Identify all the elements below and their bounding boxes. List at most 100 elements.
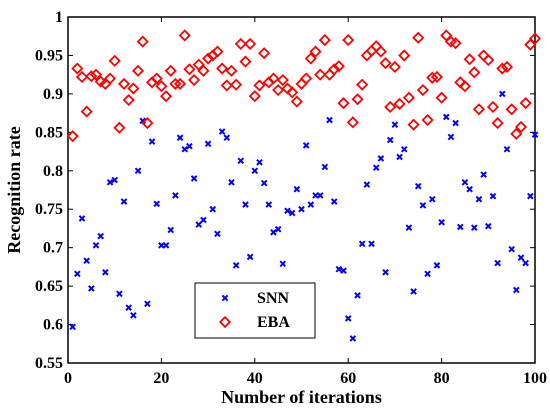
snn-mark-stroke bbox=[391, 121, 399, 128]
eba-point bbox=[71, 62, 84, 75]
series-snn bbox=[69, 90, 539, 342]
eba-point bbox=[421, 113, 434, 127]
data-marks bbox=[66, 29, 542, 342]
snn-point bbox=[204, 140, 212, 148]
eba-point bbox=[468, 66, 481, 79]
snn-mark-stroke bbox=[466, 185, 473, 193]
legend-box bbox=[194, 282, 316, 339]
snn-point bbox=[466, 185, 473, 193]
eba-point bbox=[80, 105, 93, 118]
snn-mark-stroke bbox=[106, 179, 114, 186]
snn-point bbox=[246, 253, 254, 261]
snn-point bbox=[260, 179, 268, 187]
y-tick-label: 0.7 bbox=[43, 240, 63, 257]
snn-mark-stroke bbox=[335, 265, 343, 273]
eba-point bbox=[108, 54, 121, 67]
eba-point bbox=[510, 127, 523, 140]
eba-point bbox=[416, 83, 429, 97]
snn-point bbox=[284, 207, 291, 215]
snn-mark-stroke bbox=[111, 176, 119, 184]
snn-point bbox=[522, 259, 529, 267]
eba-point bbox=[379, 57, 392, 70]
snn-point bbox=[83, 257, 90, 265]
snn-mark-stroke bbox=[195, 221, 203, 228]
x-tick-label: 0 bbox=[64, 370, 72, 387]
eba-point bbox=[272, 83, 285, 97]
snn-point bbox=[396, 153, 403, 161]
snn-point bbox=[363, 181, 371, 188]
snn-mark-stroke bbox=[302, 142, 310, 149]
eba-point bbox=[216, 62, 229, 75]
eba-point bbox=[85, 70, 98, 83]
snn-point bbox=[489, 192, 497, 200]
snn-point bbox=[265, 201, 273, 208]
snn-mark-stroke bbox=[83, 257, 90, 265]
eba-point bbox=[374, 45, 387, 58]
snn-point bbox=[442, 113, 450, 121]
snn-point bbox=[480, 171, 487, 178]
eba-point bbox=[66, 130, 79, 143]
snn-point bbox=[461, 179, 469, 186]
snn-mark-stroke bbox=[461, 179, 469, 186]
snn-point bbox=[232, 262, 240, 269]
snn-mark-stroke bbox=[221, 294, 229, 302]
eba-point bbox=[398, 49, 411, 62]
snn-point bbox=[414, 182, 422, 190]
snn-mark-stroke bbox=[438, 218, 445, 226]
x-tick-label: 40 bbox=[247, 370, 263, 387]
eba-point bbox=[155, 80, 168, 93]
snn-mark-stroke bbox=[433, 262, 441, 269]
snn-point bbox=[78, 215, 86, 222]
snn-point bbox=[372, 164, 380, 172]
y-tick-label: 1 bbox=[55, 9, 63, 26]
snn-mark-stroke bbox=[330, 198, 338, 205]
snn-mark-stroke bbox=[223, 134, 231, 142]
snn-mark-stroke bbox=[358, 240, 366, 248]
snn-mark-stroke bbox=[186, 142, 193, 150]
snn-point bbox=[470, 224, 478, 231]
eba-point bbox=[122, 93, 135, 107]
snn-mark-stroke bbox=[349, 335, 357, 342]
eba-point bbox=[337, 97, 350, 110]
eba-point bbox=[482, 53, 495, 67]
snn-mark-stroke bbox=[400, 145, 408, 153]
eba-point bbox=[426, 71, 439, 84]
x-tick-label: 20 bbox=[153, 370, 169, 387]
snn-point bbox=[125, 304, 133, 311]
eba-point bbox=[164, 64, 177, 77]
snn-point bbox=[484, 222, 492, 230]
eba-point bbox=[239, 55, 252, 68]
snn-mark-stroke bbox=[181, 145, 189, 153]
legend-label-snn: SNN bbox=[257, 290, 289, 307]
snn-point bbox=[400, 145, 408, 153]
snn-mark-stroke bbox=[470, 224, 478, 231]
snn-point bbox=[410, 288, 417, 295]
snn-mark-stroke bbox=[162, 242, 170, 249]
eba-point bbox=[225, 64, 238, 77]
snn-mark-stroke bbox=[232, 262, 240, 269]
plot-area bbox=[67, 16, 536, 364]
snn-point bbox=[176, 134, 184, 142]
snn-mark-stroke bbox=[447, 133, 455, 141]
snn-point bbox=[200, 216, 207, 224]
eba-point bbox=[491, 117, 504, 130]
snn-point bbox=[274, 225, 282, 233]
snn-point bbox=[377, 155, 385, 162]
legend-marker-eba bbox=[218, 315, 232, 329]
y-tick-label: 0.6 bbox=[43, 317, 63, 334]
eba-point bbox=[174, 77, 187, 90]
snn-point bbox=[340, 267, 347, 275]
snn-point bbox=[251, 167, 259, 175]
eba-point bbox=[304, 52, 317, 65]
snn-point bbox=[88, 285, 95, 292]
snn-point bbox=[102, 268, 109, 276]
eba-point bbox=[388, 60, 401, 74]
snn-mark-stroke bbox=[298, 205, 305, 213]
snn-mark-stroke bbox=[377, 155, 385, 162]
eba-point bbox=[486, 100, 500, 114]
eba-point bbox=[346, 116, 359, 129]
eba-point bbox=[159, 90, 173, 103]
snn-mark-stroke bbox=[256, 159, 263, 166]
eba-point bbox=[202, 52, 215, 65]
